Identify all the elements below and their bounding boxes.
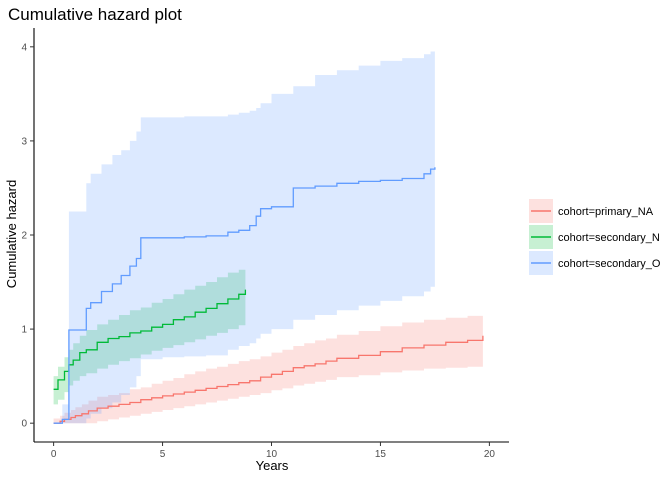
hazard-line-3 [53, 167, 436, 424]
legend-label-3: cohort=secondary_O [558, 258, 661, 270]
legend-label-2: cohort=secondary_N [558, 232, 660, 244]
chart-title: Cumulative hazard plot [8, 5, 182, 24]
y-tick-label: 2 [21, 231, 27, 242]
x-tick-label: 10 [266, 449, 278, 460]
legend: cohort=primary_NA cohort=secondary_Ncohor… [529, 199, 661, 275]
hazard-line-1 [53, 335, 484, 424]
y-tick-label: 3 [21, 136, 27, 147]
hazard-lines [53, 167, 484, 424]
legend-label-1: cohort=primary_NA [558, 206, 654, 218]
hazard-line-2 [53, 289, 247, 390]
y-tick-label: 1 [21, 325, 27, 336]
y-axis-title: Cumulative hazard [4, 180, 19, 288]
x-tick-label: 15 [375, 449, 387, 460]
x-tick-label: 0 [51, 449, 57, 460]
axes: 0 5 10 15 20 0 1 2 3 4 [21, 28, 509, 460]
y-tick-label: 4 [21, 42, 27, 53]
x-tick-label: 5 [160, 449, 166, 460]
confidence-band-1 [53, 315, 483, 424]
y-tick-label: 0 [21, 419, 27, 430]
confidence-bands [53, 49, 483, 424]
x-axis-title: Years [256, 458, 289, 473]
confidence-band-3 [53, 49, 435, 424]
confidence-band-2 [53, 267, 246, 405]
x-tick-label: 20 [484, 449, 496, 460]
